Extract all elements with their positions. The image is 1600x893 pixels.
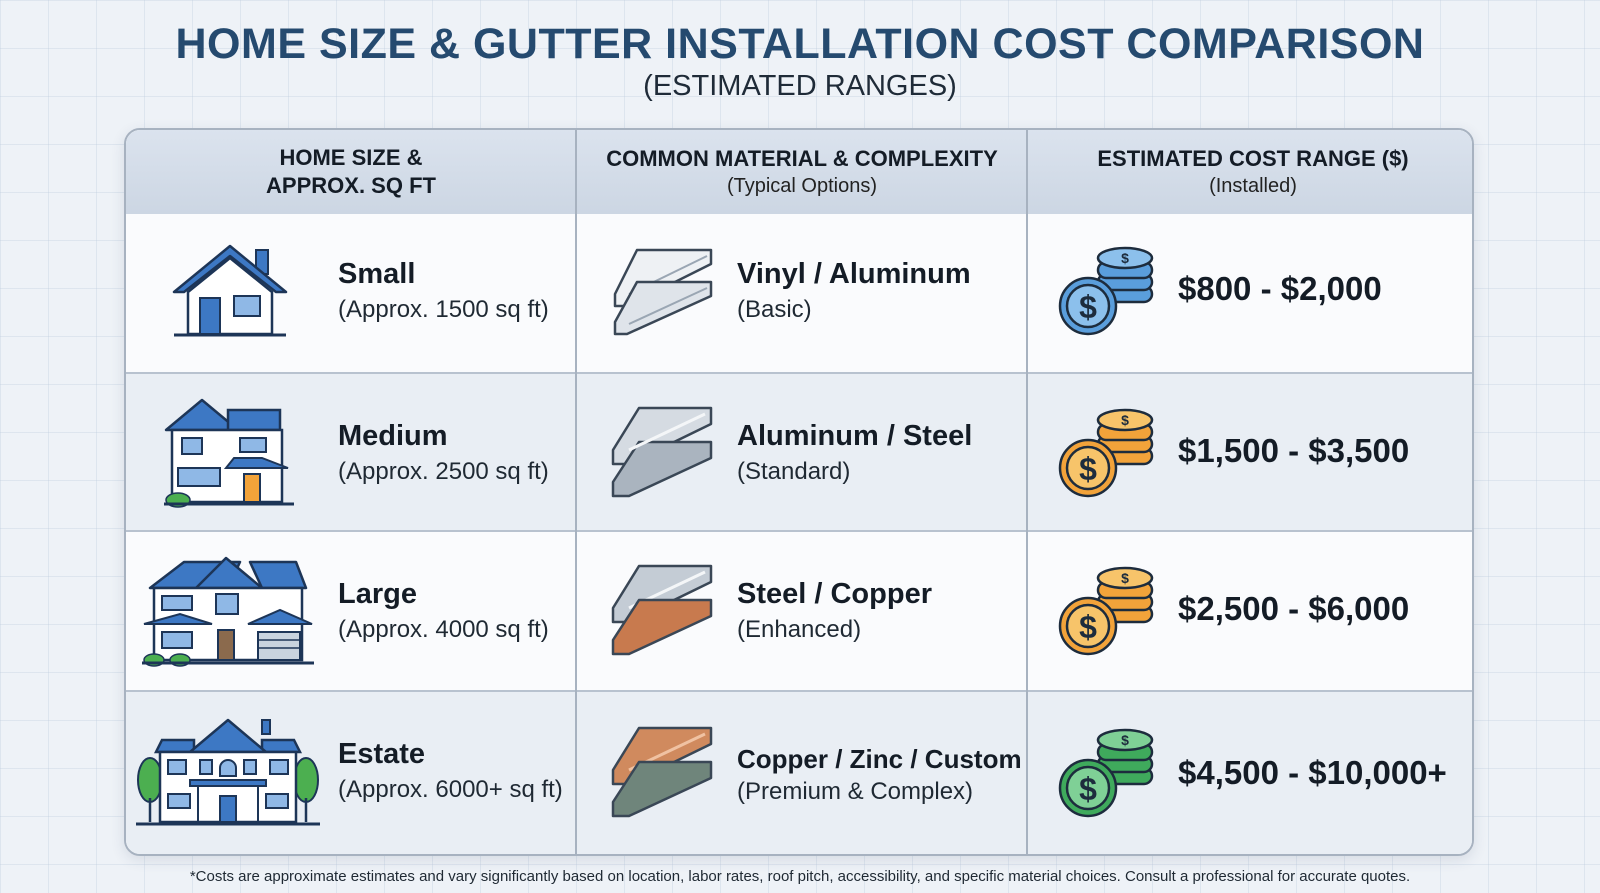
header-material-sub: (Typical Options) bbox=[726, 175, 878, 197]
complexity-label: (Basic) bbox=[737, 296, 812, 323]
cost-cell: $ $ $4,500 - $10,000+ bbox=[1028, 692, 1472, 854]
copper-zinc-gutter-icon bbox=[611, 726, 713, 818]
vinyl-aluminum-gutter-icon bbox=[613, 248, 713, 336]
header-cost-sub: (Installed) bbox=[1209, 175, 1297, 197]
medium-house-icon bbox=[164, 398, 294, 508]
svg-text:$: $ bbox=[1121, 732, 1129, 748]
cost-range-value: $2,500 - $6,000 bbox=[1178, 590, 1410, 627]
home-size-label: Large bbox=[338, 578, 417, 610]
green-coins-icon: $ $ bbox=[1058, 728, 1154, 818]
home-size-cell: Large (Approx. 4000 sq ft) bbox=[126, 532, 576, 690]
header-material-title: COMMON MATERIAL & COMPLEXITY bbox=[606, 146, 998, 171]
home-area-label: (Approx. 2500 sq ft) bbox=[338, 458, 549, 485]
cost-comparison-table: HOME SIZE & APPROX. SQ FT COMMON MATERIA… bbox=[124, 128, 1474, 856]
material-cell: Copper / Zinc / Custom (Premium & Comple… bbox=[577, 692, 1027, 854]
header-home-size: HOME SIZE & APPROX. SQ FT bbox=[126, 130, 576, 214]
orange-coins-icon: $ $ bbox=[1058, 566, 1154, 656]
table-row: Small (Approx. 1500 sq ft) Vinyl / Alumi… bbox=[126, 214, 1472, 372]
home-size-label: Small bbox=[338, 258, 416, 290]
complexity-label: (Standard) bbox=[737, 458, 851, 485]
header-cost-title: ESTIMATED COST RANGE ($) bbox=[1097, 146, 1409, 171]
svg-text:$: $ bbox=[1121, 412, 1129, 428]
complexity-label: (Premium & Complex) bbox=[737, 778, 974, 805]
svg-text:$: $ bbox=[1079, 771, 1097, 807]
home-size-label: Estate bbox=[338, 738, 426, 770]
svg-text:$: $ bbox=[1079, 451, 1097, 487]
estate-house-icon bbox=[136, 718, 320, 826]
header-cost: ESTIMATED COST RANGE ($) (Installed) bbox=[1028, 130, 1472, 214]
cost-range-value: $800 - $2,000 bbox=[1178, 270, 1382, 307]
blue-coins-icon: $ $ bbox=[1058, 246, 1154, 336]
material-label: Copper / Zinc / Custom bbox=[737, 744, 1022, 774]
page-title: HOME SIZE & GUTTER INSTALLATION COST COM… bbox=[175, 20, 1425, 68]
cost-cell: $ $ $1,500 - $3,500 bbox=[1028, 374, 1472, 530]
cost-cell: $ $ $800 - $2,000 bbox=[1028, 214, 1472, 372]
complexity-label: (Enhanced) bbox=[737, 616, 862, 643]
material-label: Vinyl / Aluminum bbox=[737, 258, 971, 290]
column-divider bbox=[1026, 130, 1028, 854]
aluminum-steel-gutter-icon bbox=[611, 406, 713, 498]
page-subtitle: (ESTIMATED RANGES) bbox=[643, 70, 957, 102]
column-divider bbox=[575, 130, 577, 854]
table-row: Medium (Approx. 2500 sq ft) Aluminum / S… bbox=[126, 372, 1472, 530]
material-label: Aluminum / Steel bbox=[737, 420, 973, 452]
cost-range-value: $4,500 - $10,000+ bbox=[1178, 754, 1447, 791]
home-size-cell: Estate (Approx. 6000+ sq ft) bbox=[126, 692, 576, 854]
home-area-label: (Approx. 4000 sq ft) bbox=[338, 616, 549, 643]
header-home-size-line2: APPROX. SQ FT bbox=[266, 173, 436, 198]
svg-text:$: $ bbox=[1121, 250, 1129, 266]
svg-text:$: $ bbox=[1121, 570, 1129, 586]
cost-cell: $ $ $2,500 - $6,000 bbox=[1028, 532, 1472, 690]
home-area-label: (Approx. 6000+ sq ft) bbox=[338, 776, 563, 803]
material-cell: Vinyl / Aluminum (Basic) bbox=[577, 214, 1027, 372]
large-house-icon bbox=[142, 556, 314, 667]
home-size-label: Medium bbox=[338, 420, 448, 452]
home-size-cell: Small (Approx. 1500 sq ft) bbox=[126, 214, 576, 372]
table-row: Large (Approx. 4000 sq ft) Steel / Coppe… bbox=[126, 530, 1472, 690]
orange-coins-icon: $ $ bbox=[1058, 408, 1154, 498]
footnote: *Costs are approximate estimates and var… bbox=[189, 868, 1411, 885]
steel-copper-gutter-icon bbox=[611, 564, 713, 656]
header-material: COMMON MATERIAL & COMPLEXITY (Typical Op… bbox=[577, 130, 1027, 214]
home-size-cell: Medium (Approx. 2500 sq ft) bbox=[126, 374, 576, 530]
home-area-label: (Approx. 1500 sq ft) bbox=[338, 296, 549, 323]
svg-text:$: $ bbox=[1079, 289, 1097, 325]
table-row: Estate (Approx. 6000+ sq ft) Copper / Zi… bbox=[126, 690, 1472, 854]
small-house-icon bbox=[172, 244, 288, 337]
table-header: HOME SIZE & APPROX. SQ FT COMMON MATERIA… bbox=[126, 130, 1472, 216]
material-label: Steel / Copper bbox=[737, 578, 932, 610]
material-cell: Aluminum / Steel (Standard) bbox=[577, 374, 1027, 530]
material-cell: Steel / Copper (Enhanced) bbox=[577, 532, 1027, 690]
cost-range-value: $1,500 - $3,500 bbox=[1178, 432, 1410, 469]
header-home-size-line1: HOME SIZE & bbox=[279, 145, 423, 170]
svg-text:$: $ bbox=[1079, 609, 1097, 645]
